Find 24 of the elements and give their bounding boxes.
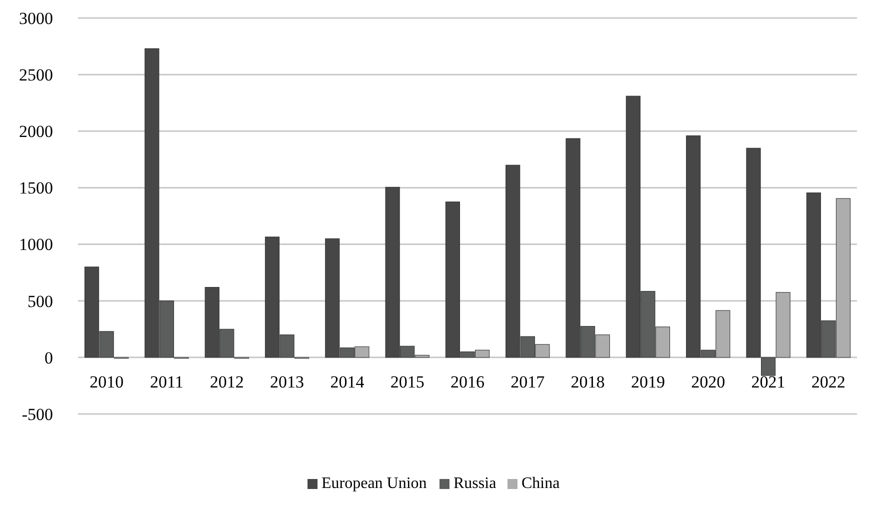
legend-label: Russia: [454, 475, 496, 492]
y-tick-label: -500: [22, 404, 53, 424]
y-tick-label: 2000: [19, 122, 53, 142]
legend-label: European Union: [322, 475, 427, 492]
x-tick-label: 2015: [390, 372, 424, 392]
x-tick-label: 2014: [330, 372, 365, 392]
legend-label: China: [522, 475, 560, 492]
x-tick-label: 2019: [630, 372, 665, 392]
x-tick-label: 2016: [450, 372, 484, 392]
y-tick-label: 0: [44, 348, 53, 368]
x-tick-label: 2013: [270, 372, 304, 392]
x-tick-label: 2022: [811, 372, 846, 392]
y-tick-label: 500: [28, 292, 53, 311]
y-tick-label: 2500: [19, 66, 53, 85]
y-tick-label: 1000: [19, 235, 53, 254]
y-tick-label: 1500: [19, 178, 53, 198]
x-tick-label: 2021: [751, 372, 786, 392]
x-tick-label: 2012: [210, 372, 244, 392]
x-tick-label: 2020: [691, 372, 726, 392]
x-tick-label: 2018: [570, 372, 605, 392]
x-tick-label: 2017: [510, 372, 546, 392]
x-tick-label: 2011: [150, 372, 184, 392]
x-tick-label: 2010: [90, 372, 124, 392]
y-tick-label: 3000: [19, 8, 53, 28]
